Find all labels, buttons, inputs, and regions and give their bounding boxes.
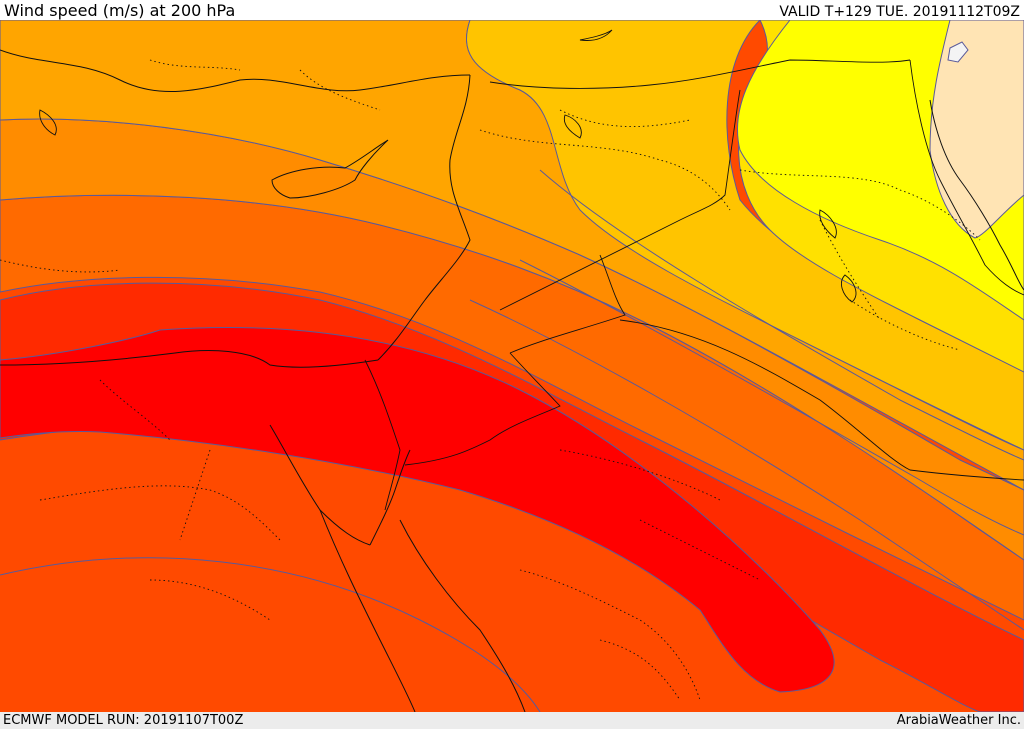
coast-cyprus: [271, 139, 389, 199]
coast-red-sea-west: [319, 509, 416, 712]
borders: [364, 59, 1024, 511]
border-egypt-sudan: [364, 359, 401, 511]
chart-title: Wind speed (m/s) at 200 hPa: [4, 1, 236, 20]
coast-sinai-west: [269, 424, 371, 546]
coast-turkey: [0, 49, 471, 93]
contour-lines: [0, 169, 1024, 712]
model-run-label: ECMWF MODEL RUN: 20191107T00Z: [3, 713, 244, 728]
coast-levant: [377, 74, 471, 361]
band-pale: [929, 20, 1024, 239]
map-canvas: [0, 20, 1024, 712]
band-amber: [466, 20, 1024, 451]
wind-speed-map[interactable]: [0, 20, 1024, 712]
coast-gulf: [929, 99, 1024, 291]
credit-label: ArabiaWeather Inc.: [896, 713, 1021, 728]
border-saudi-iraq: [619, 319, 1024, 481]
border-syria-turkey: [489, 59, 911, 89]
border-jordan-saudi: [499, 89, 741, 311]
header-bar: Wind speed (m/s) at 200 hPa VALID T+129 …: [0, 0, 1024, 20]
footer-bar: ECMWF MODEL RUN: 20191107T00Z ArabiaWeat…: [0, 712, 1024, 729]
border-saudi-jordan-south: [404, 352, 561, 466]
border-jordan-east: [509, 254, 626, 354]
lakes: [39, 29, 857, 303]
coast-sinai-east: [369, 449, 411, 546]
coast-egypt-north: [0, 350, 379, 368]
border-iraq-iran: [909, 59, 1024, 296]
coast-red-sea-east: [399, 519, 526, 712]
band-white: [947, 41, 969, 63]
admin-borders: [0, 59, 981, 701]
valid-time: VALID T+129 TUE. 20191112T09Z: [779, 4, 1020, 20]
coastlines: [0, 49, 1024, 712]
band-red-core: [0, 327, 835, 693]
